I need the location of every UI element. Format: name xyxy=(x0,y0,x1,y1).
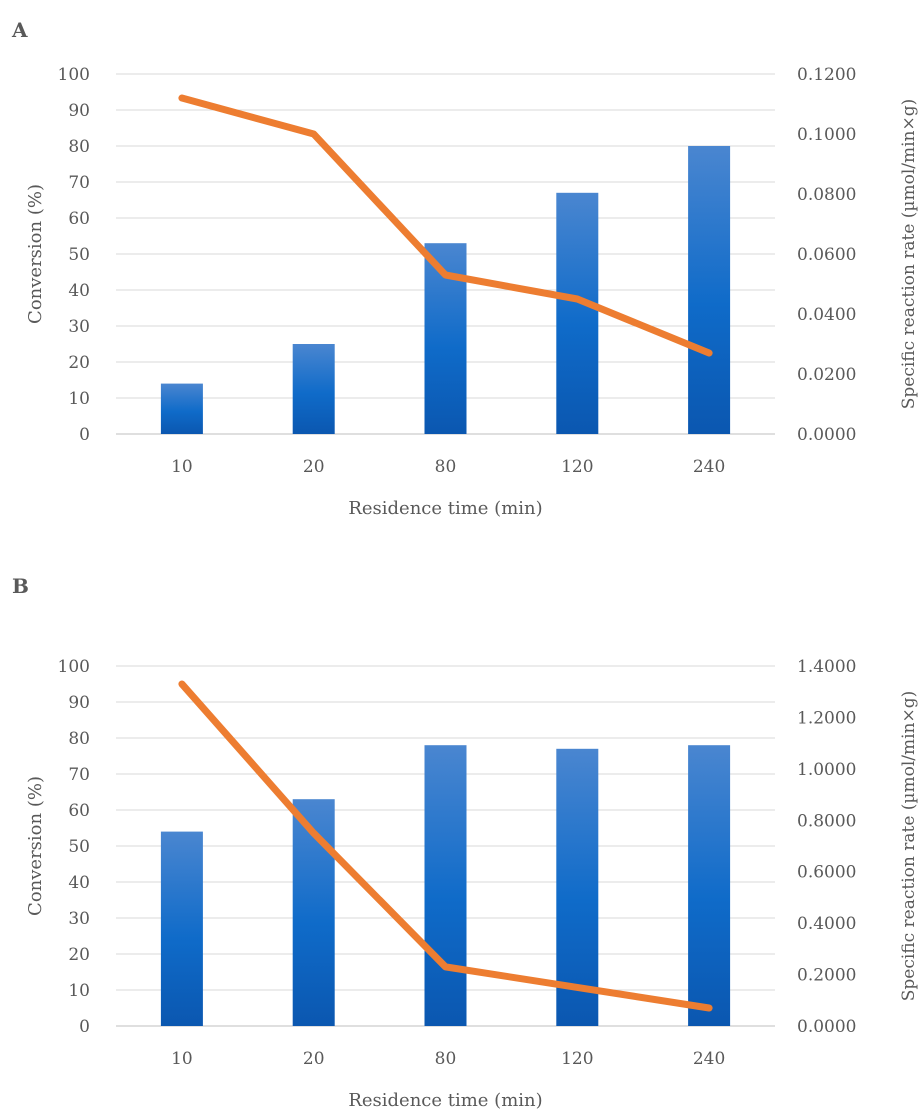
y-tick-label: 0 xyxy=(79,1017,90,1037)
panel-label-b: B xyxy=(12,574,29,598)
rate-point xyxy=(574,984,581,991)
rate-point xyxy=(442,963,449,970)
y2-tick-label: 0.1000 xyxy=(797,125,856,145)
x-tick-label: 240 xyxy=(693,457,725,477)
y-tick-label: 70 xyxy=(68,765,90,785)
bar xyxy=(160,383,203,434)
bar xyxy=(556,192,599,434)
y2-tick-label: 0.0400 xyxy=(797,305,856,325)
bar xyxy=(688,146,731,434)
rate-point xyxy=(574,296,581,302)
bar xyxy=(424,745,467,1026)
rate-point xyxy=(310,830,317,837)
y-tick-label: 30 xyxy=(68,909,90,929)
y-tick-label: 20 xyxy=(68,945,90,965)
y-tick-label: 90 xyxy=(68,101,90,121)
y2-tick-label: 0.4000 xyxy=(797,914,856,934)
y-axis-title: Conversion (%) xyxy=(25,184,46,324)
x-axis-title: Residence time (min) xyxy=(348,1090,542,1111)
y-tick-label: 100 xyxy=(58,65,90,85)
y2-tick-label: 0.6000 xyxy=(797,863,856,883)
rate-point xyxy=(442,272,449,278)
y2-tick-label: 0.2000 xyxy=(797,966,856,986)
x-tick-label: 240 xyxy=(693,1049,725,1069)
y-tick-label: 50 xyxy=(68,837,90,857)
panel-label-a: A xyxy=(12,18,28,42)
y-tick-label: 60 xyxy=(68,209,90,229)
y2-tick-label: 0.0200 xyxy=(797,365,856,385)
chart-panel-b: B 0 10 20 30 40 50 60 70 80 90 100 0.0000 0.2000 0.40… xyxy=(0,556,919,1112)
y-tick-label: 20 xyxy=(68,353,90,373)
y2-axis-title: Specific reaction rate (µmol/min×g) xyxy=(899,691,919,1002)
bar xyxy=(292,344,335,434)
y2-axis-title: Specific reaction rate (µmol/min×g) xyxy=(899,99,919,410)
y2-tick-label: 1.4000 xyxy=(797,657,856,677)
y-tick-label: 80 xyxy=(68,137,90,157)
rate-point xyxy=(310,131,317,137)
bar xyxy=(688,745,731,1026)
y-tick-label: 80 xyxy=(68,729,90,749)
x-tick-label: 120 xyxy=(561,1049,593,1069)
y-tick-label: 40 xyxy=(68,873,90,893)
y2-tick-label: 0.0000 xyxy=(797,425,856,445)
y2-tick-label: 0.0800 xyxy=(797,185,856,205)
y-tick-label: 90 xyxy=(68,693,90,713)
y-tick-label: 60 xyxy=(68,801,90,821)
y2-tick-label: 1.0000 xyxy=(797,760,856,780)
chart-a-svg: 0 10 20 30 40 50 60 70 80 90 100 0.0000 0.0200 0.0400… xyxy=(25,65,919,519)
y-tick-label: 10 xyxy=(68,981,90,1001)
rate-point xyxy=(178,681,185,687)
bar xyxy=(160,831,203,1026)
x-axis-title: Residence time (min) xyxy=(348,498,542,519)
y-tick-label: 10 xyxy=(68,389,90,409)
y-axis-title: Conversion (%) xyxy=(25,776,46,916)
y-tick-label: 70 xyxy=(68,173,90,193)
y2-tick-label: 0.8000 xyxy=(797,811,856,831)
y2-tick-label: 1.2000 xyxy=(797,708,856,728)
y2-tick-label: 0.1200 xyxy=(797,65,856,85)
x-tick-label: 80 xyxy=(435,457,457,477)
y-tick-label: 100 xyxy=(58,657,90,677)
y2-tick-label: 0.0000 xyxy=(797,1017,856,1037)
x-tick-label: 10 xyxy=(171,1049,193,1069)
y2-tick-label: 0.0600 xyxy=(797,245,856,265)
x-tick-label: 20 xyxy=(303,1049,325,1069)
rate-point xyxy=(706,350,713,356)
chart-panel-a: A 0 10 20 30 40 50 60 70 80 90 100 0.0000 0.0200 0.04… xyxy=(0,0,919,556)
y-tick-label: 0 xyxy=(79,425,90,445)
y-tick-label: 30 xyxy=(68,317,90,337)
x-tick-label: 10 xyxy=(171,457,193,477)
x-tick-label: 20 xyxy=(303,457,325,477)
chart-b-svg: 0 10 20 30 40 50 60 70 80 90 100 0.0000 0.2000 0.4000… xyxy=(25,657,919,1111)
y-tick-label: 50 xyxy=(68,245,90,265)
y-tick-label: 40 xyxy=(68,281,90,301)
x-tick-label: 80 xyxy=(435,1049,457,1069)
rate-point xyxy=(178,95,185,101)
rate-point xyxy=(706,1005,713,1011)
bar xyxy=(556,748,599,1026)
x-tick-label: 120 xyxy=(561,457,593,477)
